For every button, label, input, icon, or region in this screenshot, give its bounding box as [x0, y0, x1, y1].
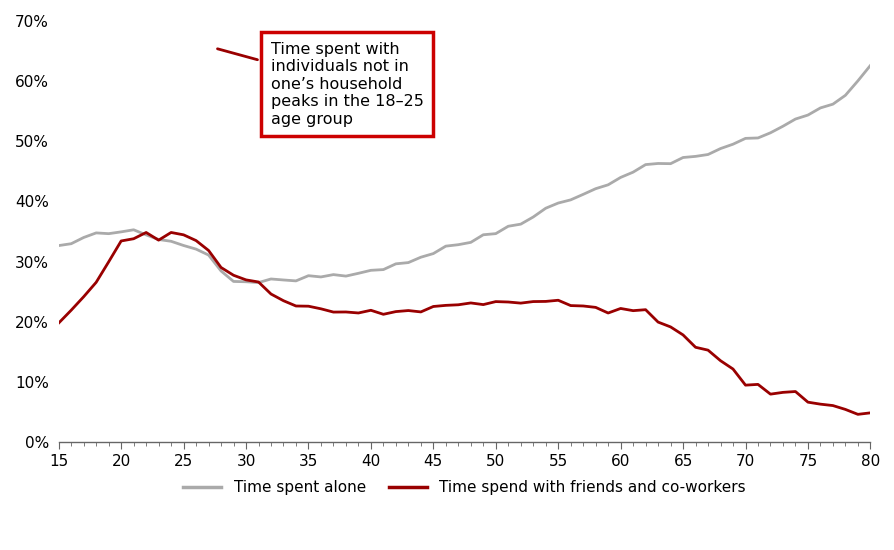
- Text: Time spent with
individuals not in
one’s household
peaks in the 18–25
age group: Time spent with individuals not in one’s…: [217, 42, 424, 127]
- Legend: Time spent alone, Time spend with friends and co-workers: Time spent alone, Time spend with friend…: [177, 474, 751, 502]
